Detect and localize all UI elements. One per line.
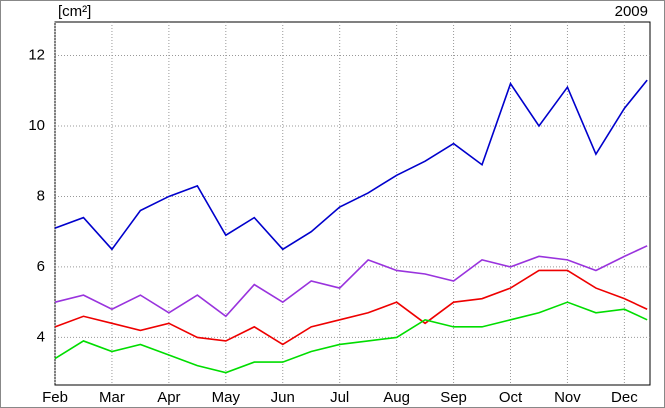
- y-tick-label: 10: [28, 117, 45, 134]
- unit-label: [cm²]: [58, 3, 91, 20]
- x-tick-label: Jul: [330, 389, 349, 406]
- x-tick-label: Apr: [157, 389, 180, 406]
- annotation: 2009: [615, 3, 648, 20]
- x-tick-label: Mar: [99, 389, 125, 406]
- x-tick-label: Oct: [499, 389, 523, 406]
- series-line: [54, 269, 648, 346]
- x-tick-label: Sep: [440, 389, 467, 406]
- x-tick-label: Aug: [383, 389, 410, 406]
- x-tick-label: Dec: [611, 389, 638, 406]
- x-tick-label: May: [212, 389, 241, 406]
- plot-area: [54, 21, 651, 386]
- y-tick-label: 12: [28, 46, 45, 63]
- x-tick-label: Feb: [42, 389, 68, 406]
- series-line: [54, 79, 648, 251]
- y-tick-label: 8: [37, 187, 45, 204]
- y-tick-label: 4: [37, 328, 45, 345]
- series-line: [54, 245, 648, 318]
- x-tick-label: Nov: [554, 389, 581, 406]
- x-tick-label: Jun: [271, 389, 295, 406]
- y-tick-label: 6: [37, 258, 45, 275]
- series-line: [54, 301, 648, 374]
